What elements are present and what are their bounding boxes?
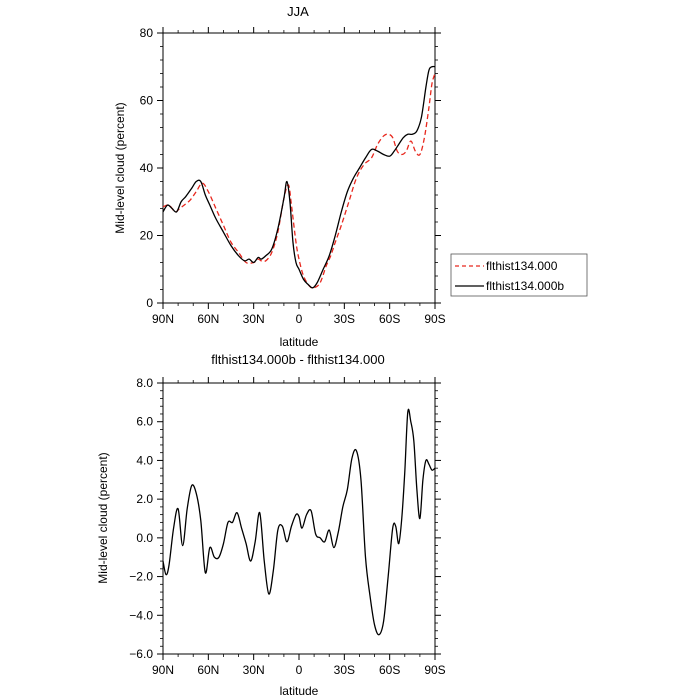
bottom-series-line-0 (162, 408, 436, 636)
bottom-x-tick-label: 30N (243, 663, 265, 677)
legend: flthist134.000 flthist134.000b (450, 253, 588, 297)
top-plot-frame (162, 32, 436, 304)
bottom-x-tick-label: 60N (197, 663, 219, 677)
top-y-tick-label: 80 (140, 26, 154, 40)
bottom-axis-ticks: −6.0 −4.0 −2.0 0.0 2.0 4.0 6.0 8.0 90N 60N 30N 0 30S… (129, 376, 445, 677)
top-x-tick-label: 90S (424, 312, 445, 326)
top-y-tick-label: 40 (140, 161, 154, 175)
top-y-tick-label: 0 (146, 296, 153, 310)
top-chart-title: JJA (287, 4, 309, 19)
bottom-series-group (162, 408, 436, 636)
bottom-x-tick-label: 0 (296, 663, 303, 677)
bottom-y-tick-label: −4.0 (129, 608, 153, 622)
top-series-line-0 (162, 73, 436, 289)
legend-label-series-a: flthist134.000 (486, 259, 558, 273)
top-y-tick-label: 20 (140, 229, 154, 243)
bottom-y-tick-label: 6.0 (136, 415, 153, 429)
top-axis-ticks: 0 20 40 60 80 90N 60N 30N 0 30S 60S 90S (140, 26, 446, 326)
top-x-tick-label: 30S (334, 312, 355, 326)
top-chart: JJA 0 20 40 60 80 90N 60N 30N 0 30S 60S 90S latitud… (113, 4, 446, 349)
top-x-axis-label: latitude (280, 335, 319, 349)
bottom-y-tick-label: 2.0 (136, 492, 153, 506)
bottom-chart-title: flthist134.000b - flthist134.000 (211, 352, 384, 367)
bottom-y-tick-label: −2.0 (129, 570, 153, 584)
top-series-line-1 (162, 65, 436, 289)
legend-box (450, 253, 588, 297)
bottom-x-axis-label: latitude (280, 684, 319, 698)
bottom-x-tick-label: 90S (424, 663, 445, 677)
bottom-x-tick-label: 30S (334, 663, 355, 677)
bottom-y-axis-label: Mid-level cloud (percent) (96, 452, 110, 583)
top-x-tick-label: 30N (243, 312, 265, 326)
bottom-y-tick-label: 8.0 (136, 376, 153, 390)
top-y-axis-label: Mid-level cloud (percent) (113, 102, 127, 233)
bottom-y-tick-label: 4.0 (136, 453, 153, 467)
top-y-tick-label: 60 (140, 94, 154, 108)
bottom-y-tick-label: 0.0 (136, 531, 153, 545)
top-x-tick-label: 90N (152, 312, 174, 326)
bottom-chart: flthist134.000b - flthist134.000 −6.0 −4.… (96, 352, 446, 698)
top-x-tick-label: 60S (379, 312, 400, 326)
bottom-x-tick-label: 60S (379, 663, 400, 677)
top-series-group (162, 65, 436, 289)
legend-label-series-b: flthist134.000b (486, 279, 564, 293)
bottom-y-tick-label: −6.0 (129, 647, 153, 661)
bottom-x-tick-label: 90N (152, 663, 174, 677)
top-x-tick-label: 60N (197, 312, 219, 326)
top-x-tick-label: 0 (296, 312, 303, 326)
